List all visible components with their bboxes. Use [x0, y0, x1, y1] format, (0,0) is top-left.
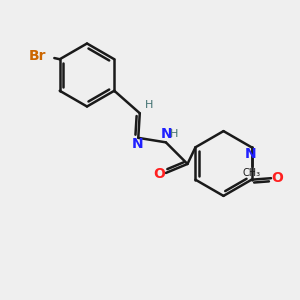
Text: H: H: [145, 100, 154, 110]
Text: CH₃: CH₃: [242, 167, 261, 178]
Text: N: N: [245, 147, 257, 161]
Text: O: O: [272, 171, 284, 185]
Text: H: H: [170, 129, 178, 139]
Text: N: N: [132, 137, 143, 152]
Text: N: N: [161, 127, 172, 141]
Text: O: O: [153, 167, 165, 182]
Text: Br: Br: [29, 49, 46, 63]
